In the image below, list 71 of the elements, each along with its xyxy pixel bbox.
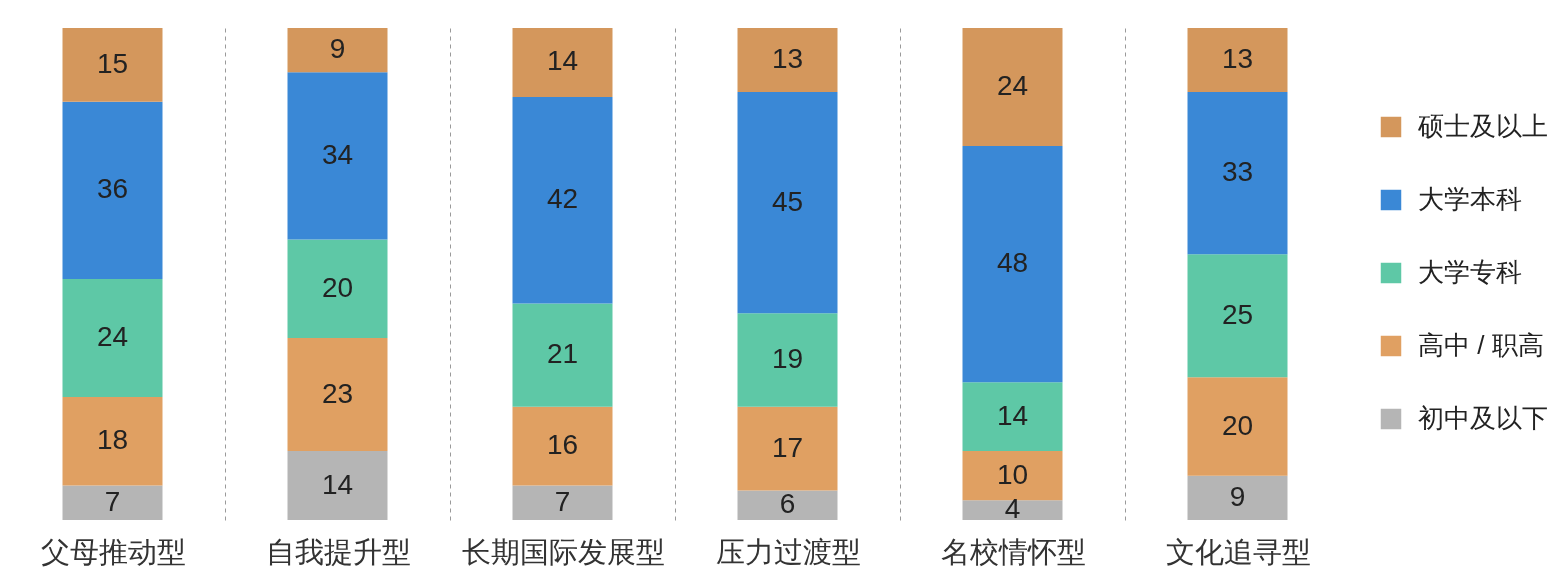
data-label: 21 bbox=[546, 338, 579, 370]
bar bbox=[62, 101, 163, 279]
data-label: 14 bbox=[996, 399, 1029, 431]
data-label: 42 bbox=[546, 183, 579, 215]
bar bbox=[512, 485, 613, 520]
bar bbox=[962, 500, 1063, 520]
data-label: 20 bbox=[321, 271, 354, 303]
bar bbox=[737, 406, 838, 491]
bar bbox=[737, 91, 838, 314]
data-label: 33 bbox=[1221, 156, 1254, 188]
data-label: 9 bbox=[1229, 480, 1246, 512]
legend-label: 硕士及以上 bbox=[1417, 111, 1548, 141]
data-label: 14 bbox=[321, 468, 354, 500]
bar bbox=[62, 28, 163, 102]
data-label: 13 bbox=[1221, 42, 1254, 74]
bar bbox=[512, 96, 613, 304]
bar bbox=[737, 313, 838, 407]
data-label: 6 bbox=[779, 488, 796, 520]
data-label: 34 bbox=[321, 138, 354, 170]
data-label: 20 bbox=[1221, 409, 1254, 441]
legend-label: 大学本科 bbox=[1418, 184, 1522, 214]
data-label: 36 bbox=[96, 173, 129, 205]
bar bbox=[962, 28, 1063, 147]
data-label: 4 bbox=[1004, 493, 1021, 525]
data-label: 48 bbox=[996, 247, 1029, 279]
data-label: 18 bbox=[96, 424, 129, 456]
bar bbox=[962, 382, 1063, 452]
x-tick-label: 自我提升型 bbox=[265, 535, 411, 568]
bar bbox=[1187, 377, 1288, 476]
data-label: 7 bbox=[554, 485, 571, 517]
bar bbox=[512, 28, 613, 97]
data-label: 45 bbox=[771, 185, 804, 217]
x-tick-label: 文化追寻型 bbox=[1165, 535, 1311, 568]
bar bbox=[287, 451, 388, 520]
data-label: 17 bbox=[771, 431, 804, 463]
data-label: 15 bbox=[96, 47, 129, 79]
data-label: 25 bbox=[1221, 298, 1254, 330]
x-tick-label: 名校情怀型 bbox=[940, 535, 1086, 568]
data-label: 24 bbox=[996, 70, 1029, 102]
x-tick-label: 压力过渡型 bbox=[715, 535, 861, 568]
data-label: 19 bbox=[771, 343, 804, 375]
bar bbox=[737, 490, 838, 520]
x-tick-label: 长期国际发展型 bbox=[461, 535, 665, 568]
bar bbox=[1187, 254, 1288, 378]
bar bbox=[62, 485, 163, 520]
bar bbox=[962, 146, 1063, 383]
data-label: 9 bbox=[329, 33, 346, 65]
bar bbox=[512, 406, 613, 486]
data-label: 7 bbox=[104, 485, 121, 517]
bar bbox=[1187, 91, 1288, 255]
bar bbox=[1187, 28, 1288, 92]
bar bbox=[287, 337, 388, 452]
legend-label: 高中 / 职高 bbox=[1418, 330, 1544, 360]
data-label: 13 bbox=[771, 42, 804, 74]
bar bbox=[287, 72, 388, 240]
data-label: 23 bbox=[321, 377, 354, 409]
bar bbox=[62, 278, 163, 397]
bar bbox=[1187, 475, 1288, 520]
data-label: 10 bbox=[996, 458, 1029, 490]
bar bbox=[287, 239, 388, 338]
bar bbox=[737, 28, 838, 92]
data-label: 16 bbox=[546, 429, 579, 461]
bar bbox=[512, 303, 613, 407]
legend-label: 初中及以下 bbox=[1418, 403, 1548, 433]
data-label: 14 bbox=[546, 45, 579, 77]
bar bbox=[287, 28, 388, 73]
legend-label: 大学专科 bbox=[1418, 257, 1522, 287]
x-tick-label: 父母推动型 bbox=[40, 535, 186, 568]
data-label: 24 bbox=[96, 320, 129, 352]
bar bbox=[62, 397, 163, 486]
bar bbox=[962, 451, 1063, 501]
